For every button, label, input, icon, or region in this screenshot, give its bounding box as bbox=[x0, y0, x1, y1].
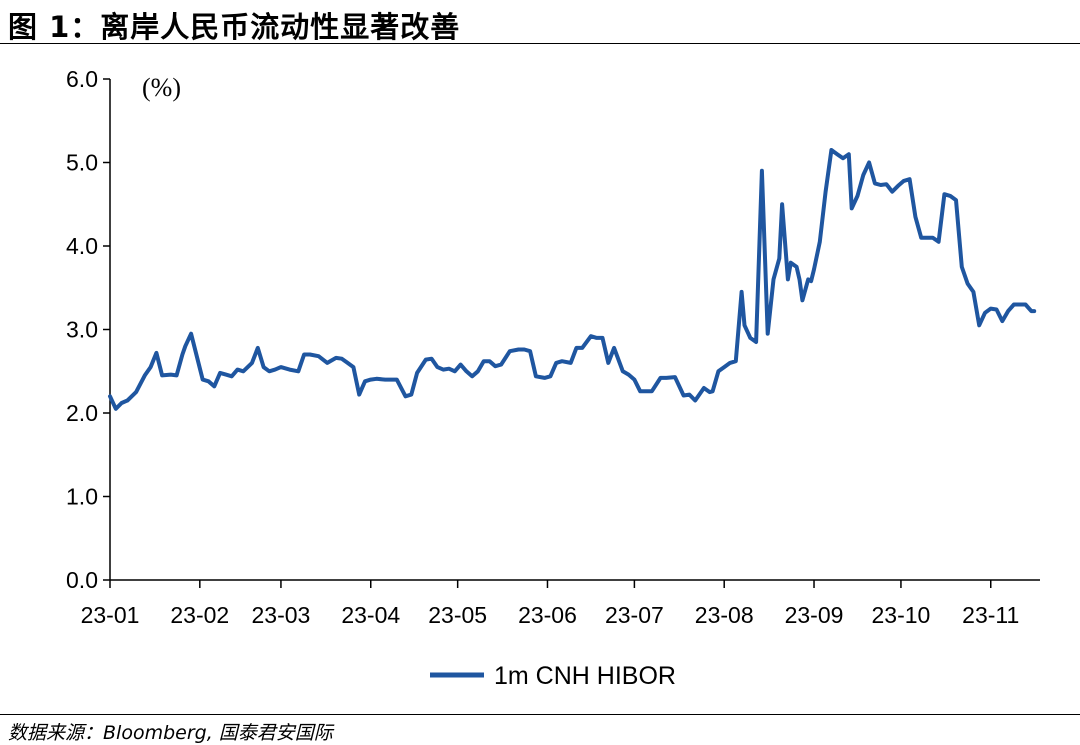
x-tick-label: 23-04 bbox=[341, 602, 400, 628]
figure-title: 图 1：离岸人民币流动性显著改善 bbox=[8, 10, 461, 44]
title-bar: 图 1：离岸人民币流动性显著改善 bbox=[0, 0, 1080, 44]
y-axis: 0.0 1.0 2.0 3.0 4.0 5.0 6.0 bbox=[66, 66, 111, 593]
x-axis: 23-01 23-02 23-03 23-04 23-05 23-06 23-07 23-08… bbox=[81, 579, 1040, 628]
y-tick-label: 0.0 bbox=[66, 567, 98, 593]
unit-label: (%) bbox=[142, 73, 181, 102]
source-bar: 数据来源：Bloomberg, 国泰君安国际 bbox=[0, 714, 1080, 744]
y-tick-label: 5.0 bbox=[66, 150, 98, 176]
x-tick-label: 23-03 bbox=[252, 602, 311, 628]
x-tick-label: 23-08 bbox=[695, 602, 754, 628]
y-tick-label: 1.0 bbox=[66, 484, 98, 510]
source-note: 数据来源：Bloomberg, 国泰君安国际 bbox=[8, 722, 333, 744]
y-tick-label: 4.0 bbox=[66, 233, 98, 259]
series-line-1m-cnh-hibor bbox=[108, 148, 1037, 411]
series-group bbox=[108, 148, 1037, 411]
x-tick-label: 23-11 bbox=[962, 602, 1019, 628]
line-chart: 0.01.02.03.04.05.06.0 23-01 23-02 23-03 23-… bbox=[66, 66, 1040, 690]
x-tick-label: 23-09 bbox=[785, 602, 844, 628]
x-tick-label: 23-01 bbox=[81, 602, 140, 628]
x-tick-label: 23-02 bbox=[170, 602, 229, 628]
y-tick-label: 6.0 bbox=[66, 66, 98, 92]
x-tick-label: 23-10 bbox=[872, 602, 931, 628]
x-tick-label: 23-07 bbox=[605, 602, 664, 628]
chart-area: 0.0 1.0 2.0 3.0 4.0 5.0 6.0 23-01 23-02 23-03 23-… bbox=[0, 44, 1080, 714]
legend: 1m CNH HIBOR bbox=[430, 662, 676, 690]
legend-label: 1m CNH HIBOR bbox=[494, 662, 676, 690]
y-tick-label: 2.0 bbox=[66, 400, 98, 426]
x-tick-label: 23-06 bbox=[518, 602, 577, 628]
x-tick-label: 23-05 bbox=[428, 602, 487, 628]
y-tick-label: 3.0 bbox=[66, 317, 98, 343]
